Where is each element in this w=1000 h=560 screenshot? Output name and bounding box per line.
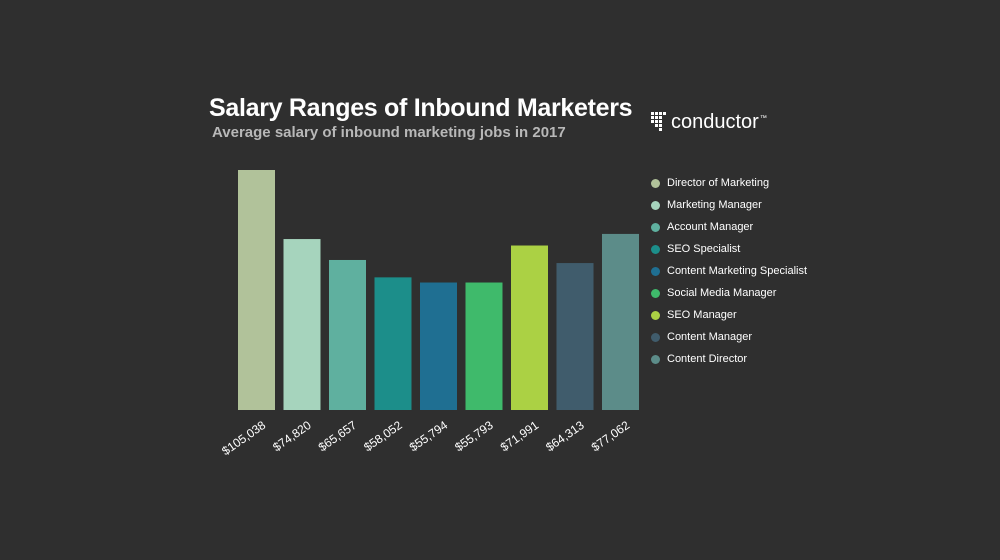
- legend-label: Content Manager: [667, 331, 752, 343]
- conductor-logo: conductor ™: [650, 110, 767, 132]
- bar-value-label: $65,657: [316, 418, 360, 455]
- legend-label: Social Media Manager: [667, 287, 777, 299]
- bar-value-label: $55,794: [407, 418, 451, 455]
- legend-label: Director of Marketing: [667, 177, 770, 189]
- bar-director-of-marketing: [238, 170, 275, 410]
- legend-swatch: [651, 200, 660, 210]
- legend-item-content-manager: Content Manager: [651, 326, 807, 348]
- bar-value-label: $74,820: [270, 418, 314, 455]
- chart-legend: Director of Marketing Marketing Manager Ac…: [651, 172, 807, 370]
- bar-marketing-manager: [283, 239, 321, 410]
- legend-item-content-director: Content Director: [651, 348, 807, 370]
- legend-label: Marketing Manager: [667, 199, 762, 211]
- bar-content-manager: [556, 263, 594, 410]
- legend-label: Content Director: [667, 353, 748, 365]
- legend-item-director-of-marketing: Director of Marketing: [651, 172, 807, 194]
- bar-account-manager: [329, 259, 366, 410]
- legend-item-marketing-manager: Marketing Manager: [651, 194, 807, 216]
- legend-swatch: [651, 244, 660, 254]
- conductor-dot-grid-icon: [651, 112, 666, 131]
- legend-item-account-manager: Account Manager: [651, 216, 807, 238]
- legend-label: Account Manager: [667, 221, 754, 233]
- legend-swatch: [651, 332, 660, 342]
- legend-item-content-marketing-specialist: Content Marketing Specialist: [651, 260, 807, 282]
- legend-swatch: [651, 178, 660, 188]
- bar-value-label: $105,038: [219, 418, 268, 458]
- legend-item-social-media-manager: Social Media Manager: [651, 282, 807, 304]
- legend-item-seo-manager: SEO Manager: [651, 304, 807, 326]
- bar-seo-manager: [511, 245, 548, 410]
- legend-swatch: [651, 310, 660, 320]
- bar-content-marketing-specialist: [420, 282, 457, 410]
- logo-trademark: ™: [759, 115, 767, 122]
- legend-swatch: [651, 354, 660, 364]
- legend-swatch: [651, 288, 660, 298]
- bar-value-label: $77,062: [589, 418, 633, 455]
- bar-value-label: $55,793: [452, 418, 496, 455]
- bar-content-director: [602, 233, 639, 410]
- legend-label: SEO Specialist: [667, 243, 741, 255]
- bar-social-media-manager: [465, 282, 503, 410]
- bar-value-label: $64,313: [543, 418, 587, 455]
- bar-value-label: $58,052: [361, 418, 405, 455]
- logo-text: conductor: [671, 111, 759, 133]
- chart-title: Salary Ranges of Inbound Marketers: [209, 94, 633, 122]
- legend-swatch: [651, 222, 660, 232]
- bar-value-label: $71,991: [498, 418, 542, 455]
- bar-seo-specialist: [374, 277, 412, 410]
- chart-subtitle: Average salary of inbound marketing jobs…: [212, 124, 566, 141]
- legend-swatch: [651, 266, 660, 276]
- legend-label: SEO Manager: [667, 309, 737, 321]
- legend-item-seo-specialist: SEO Specialist: [651, 238, 807, 260]
- legend-label: Content Marketing Specialist: [667, 265, 808, 277]
